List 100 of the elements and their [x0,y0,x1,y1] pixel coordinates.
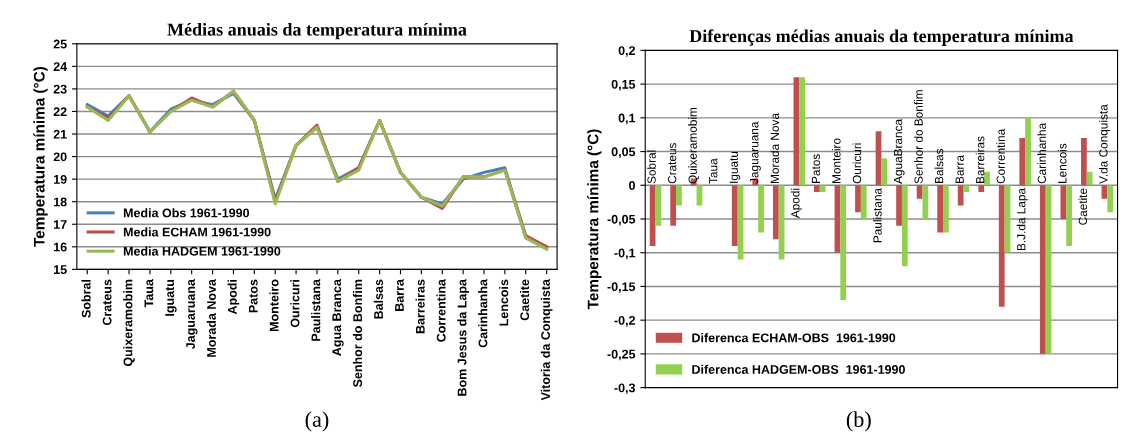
y-tick-label: 25 [53,39,67,49]
y-tick-label: -0,2 [614,315,636,327]
y-tick-label: 18 [54,197,67,207]
y-tick-label: 19 [54,174,67,184]
bar [916,185,923,199]
y-tick-label: 21 [53,129,67,139]
category-label: Balsas [934,148,944,183]
x-tick-label: Bom Jesus da Lapa [457,279,469,396]
y-axis-title: Temperatura mínima (°C) [587,129,602,310]
category-label: B.J.da Lapa [1016,187,1028,251]
category-label: Senhor do Bonfim [914,90,923,184]
y-tick-label: -0,25 [607,349,636,361]
legend-label: Diferenca HADGEM-OBS 1961-1990 [692,364,905,374]
y-tick-label: -0,15 [607,282,636,293]
bar [758,185,764,233]
category-label: Apodi [790,188,802,219]
y-tick-label: -0,05 [607,214,636,226]
y-tick-label: -0,3 [614,383,636,395]
bar [1081,138,1087,186]
y-tick-label: 17 [54,220,67,229]
x-tick-label: Taua [144,279,154,308]
x-tick-label: Sobral [81,279,91,318]
bar [799,77,805,186]
y-tick-label: 24 [53,62,68,71]
bar [696,185,703,206]
y-tick-label: 0,1 [618,113,636,125]
bar [901,185,908,267]
bar [896,185,902,226]
category-label: Sobral [647,150,656,184]
chart-title: Médias anuais da temperatura mínima [167,22,467,40]
category-label: Jaguaruana [750,121,761,184]
category-label: AguaBranca [893,118,905,184]
y-tick-label: 16 [54,242,67,252]
y-tick-label: 0,05 [611,147,636,159]
bar [1107,185,1114,213]
category-label: Crateus [667,143,677,184]
x-tick-label: Balsas [373,279,383,319]
bar [1066,185,1072,246]
category-label: Caetite [1078,188,1088,225]
x-tick-label: Apodi [227,279,240,315]
category-label: Paulistana [873,187,882,243]
chart-title: Diferenças médias anuais da temperatura mínima [689,29,1074,46]
category-label: V.da Conquista [1098,104,1110,184]
y-tick-label: 23 [53,84,67,94]
category-label: Monteiro [831,138,841,183]
category-label: Quixeramobim [688,107,699,184]
x-tick-label: Quixeramobim [123,279,135,367]
x-tick-label: Agua Branca [332,279,344,356]
bar [957,185,964,206]
y-tick-label: 22 [53,107,67,116]
category-label: Barra [955,155,964,183]
bar [963,185,970,193]
bar [998,185,1005,307]
x-tick-label: Crateus [102,279,112,326]
x-tick-label: Lencois [499,279,509,326]
category-label: Taua [709,158,718,184]
bar [1019,138,1026,186]
bar [731,185,738,246]
x-tick-label: Iguatu [165,279,177,316]
x-tick-label: Morada Nova [206,279,216,357]
bar [1060,185,1067,219]
legend-label: Media Obs 1961-1990 [123,208,250,218]
y-tick-label: 0,2 [618,46,636,57]
x-tick-label: Correntina [436,279,446,342]
y-tick-label: 20 [53,152,67,162]
bar [984,171,990,186]
x-tick-label: Caetite [519,279,530,321]
legend-label: Media HADGEM 1961-1990 [123,246,281,256]
bar [943,185,949,233]
x-tick-label: Vitoria da Conquista [540,279,553,401]
legend-label: Diferenca ECHAM-OBS 1961-1990 [692,333,896,343]
bar [840,185,847,300]
y-tick-label: 15 [54,265,67,275]
x-tick-label: Paulistana [311,279,321,341]
x-tick-label: Monteiro [269,279,279,332]
bar [655,185,662,226]
bar [1025,117,1031,186]
category-label: Lencois [1057,143,1067,183]
bar [922,185,929,219]
bar [670,185,677,226]
bar [881,158,888,186]
x-tick-label: Jaguaruana [186,279,198,350]
y-tick-label: -0,1 [614,248,636,260]
bar [1101,185,1108,199]
y-tick-label: 0 [629,181,635,190]
category-label: Ouricuri [852,143,862,184]
bar [937,185,944,233]
x-tick-label: Senhor do Bonfim [352,279,363,388]
text: (b) [846,411,871,432]
bar [772,185,779,240]
y-tick-label: 0,15 [611,79,636,91]
x-tick-label: Barreiras [415,279,425,334]
y-axis-title: Temperatura mínima (°C) [33,66,48,247]
text: (a) [305,411,329,432]
bar [814,185,820,193]
x-tick-label: Ouricuri [290,279,300,328]
category-label: Iguatu [729,151,741,183]
x-tick-label: Carinhanha [478,279,488,348]
category-label: Morada Nova [770,113,780,183]
x-tick-label: Barra [395,279,404,311]
